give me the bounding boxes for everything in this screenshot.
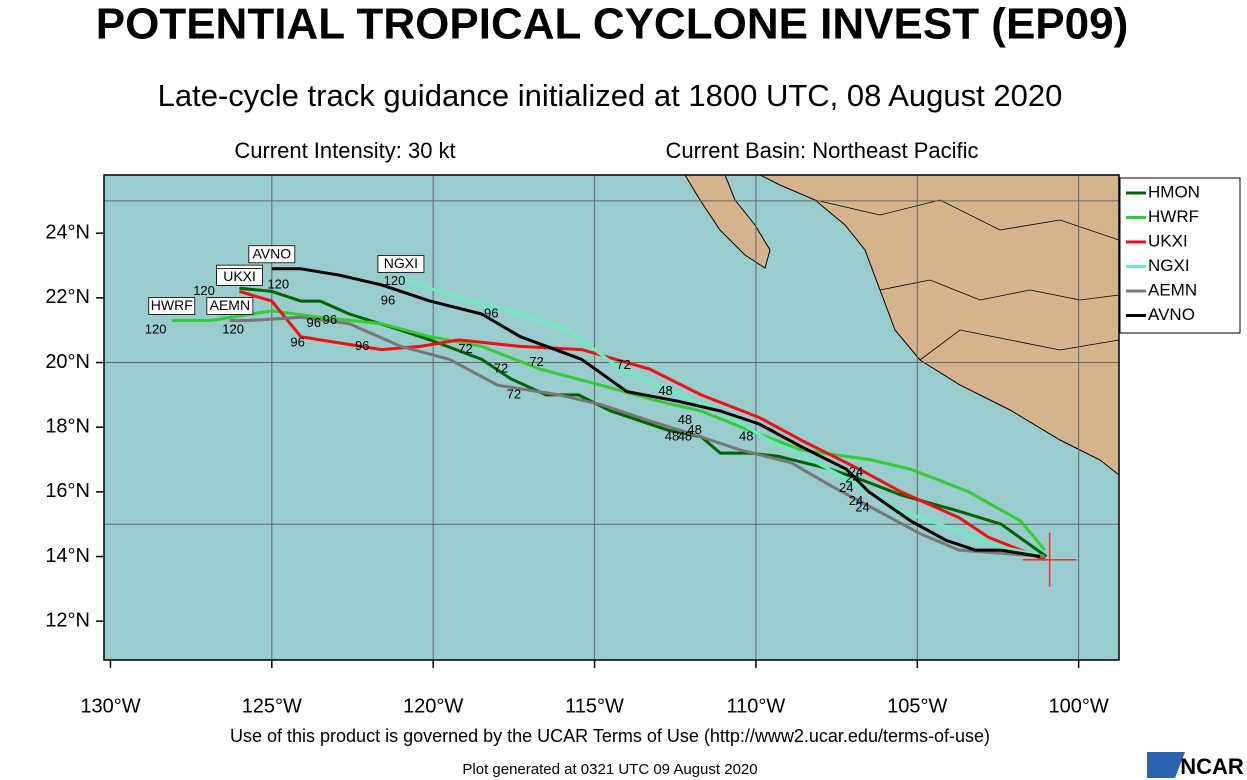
state-border (919, 329, 1119, 361)
track (239, 286, 1048, 558)
state-border (879, 279, 1119, 301)
y-tick-label: 20°N (45, 351, 90, 373)
baja-california (684, 175, 771, 269)
y-tick-label: 22°N (45, 286, 90, 308)
tracks (171, 267, 1077, 587)
legend-label: HWRF (1148, 207, 1199, 226)
y-tick-label: 12°N (45, 609, 90, 631)
forecast-hour: 48 (665, 428, 679, 443)
x-tick-label: 105°W (887, 695, 947, 717)
forecast-hour: 96 (307, 315, 321, 330)
track-name-box (248, 245, 296, 264)
track-name: AEMN (210, 297, 250, 313)
mainland (740, 175, 1119, 476)
legend (1119, 177, 1241, 334)
x-tick-label: 115°W (565, 695, 624, 717)
track-name: NGXI (384, 255, 418, 271)
legend-label: NGXI (1148, 256, 1190, 275)
y-tick-label: 16°N (45, 480, 90, 502)
forecast-hour: 24 (849, 493, 863, 508)
legend-label: UKXI (1148, 231, 1188, 250)
y-tick-label: 24°N (45, 221, 90, 243)
logo: NCAR (1180, 754, 1244, 779)
forecast-hour: 24 (839, 480, 853, 495)
forecast-hour: 48 (739, 428, 753, 443)
legend-label: AVNO (1148, 305, 1195, 324)
subtitle: Late-cycle track guidance initialized at… (158, 78, 1063, 113)
plot-frame (103, 174, 1120, 661)
x-tick-label: 110°W (727, 695, 786, 717)
forecast-hour: 48 (678, 412, 692, 427)
y-tick-label: 14°N (45, 545, 90, 567)
forecast-hour: 24 (849, 464, 863, 479)
y-tick-label: 18°N (45, 415, 90, 437)
forecast-hour: 72 (529, 354, 543, 369)
forecast-hour: 72 (507, 386, 521, 401)
forecast-hour: 120 (267, 276, 289, 291)
x-tick-label: 100°W (1049, 695, 1109, 717)
logo-mark (1147, 752, 1185, 778)
x-tick-label: 120°W (403, 695, 463, 717)
track-name: UKXI (223, 268, 256, 284)
forecast-hour: 96 (355, 338, 369, 353)
track-name: AVNO (253, 245, 292, 261)
forecast-hour: 48 (678, 428, 692, 443)
footer: Use of this product is governed by the U… (230, 726, 990, 746)
intensity: Current Intensity: 30 kt (234, 138, 455, 163)
track-name-box (216, 267, 263, 286)
basin: Current Basin: Northeast Pacific (665, 138, 978, 163)
state-border (814, 199, 1119, 241)
track-name-box (377, 255, 425, 273)
labels: 1201201201201201209696969696967272727272… (145, 245, 870, 514)
forecast-hour: 72 (458, 341, 472, 356)
forecast-hour: 96 (290, 335, 304, 350)
forecast-hour: 48 (687, 422, 701, 437)
forecast-hour: 24 (855, 499, 869, 514)
forecast-hour: 120 (145, 322, 167, 337)
forecast-hour: 24 (846, 470, 860, 485)
track (239, 289, 1046, 562)
forecast-hour: 96 (381, 293, 395, 308)
legend-label: HMON (1148, 182, 1200, 201)
track-name: HWRF (151, 297, 193, 313)
forecast-hour: 48 (658, 383, 672, 398)
generated: Plot generated at 0321 UTC 09 August 202… (462, 761, 757, 778)
track (271, 267, 1041, 558)
forecast-hour: 72 (616, 357, 630, 372)
forecast-hour: 96 (484, 305, 498, 320)
track-name-box (148, 297, 196, 315)
forecast-hour: 120 (222, 322, 244, 337)
legend-label: AEMN (1148, 280, 1197, 299)
forecast-hour: 72 (494, 360, 508, 375)
title: POTENTIAL TROPICAL CYCLONE INVEST (EP09) (96, 0, 1129, 49)
forecast-hour: 120 (384, 273, 406, 288)
x-tick-label: 130°W (80, 695, 140, 717)
forecast-hour: 120 (193, 283, 215, 298)
land (684, 175, 1119, 476)
legend-entries: HMON HWRF UKXI NGXI AEMN AVNO (1126, 182, 1200, 324)
track-name-box (206, 297, 254, 315)
x-tick-label: 125°W (242, 695, 302, 717)
track (229, 315, 1045, 558)
forecast-hour: 96 (323, 312, 337, 327)
